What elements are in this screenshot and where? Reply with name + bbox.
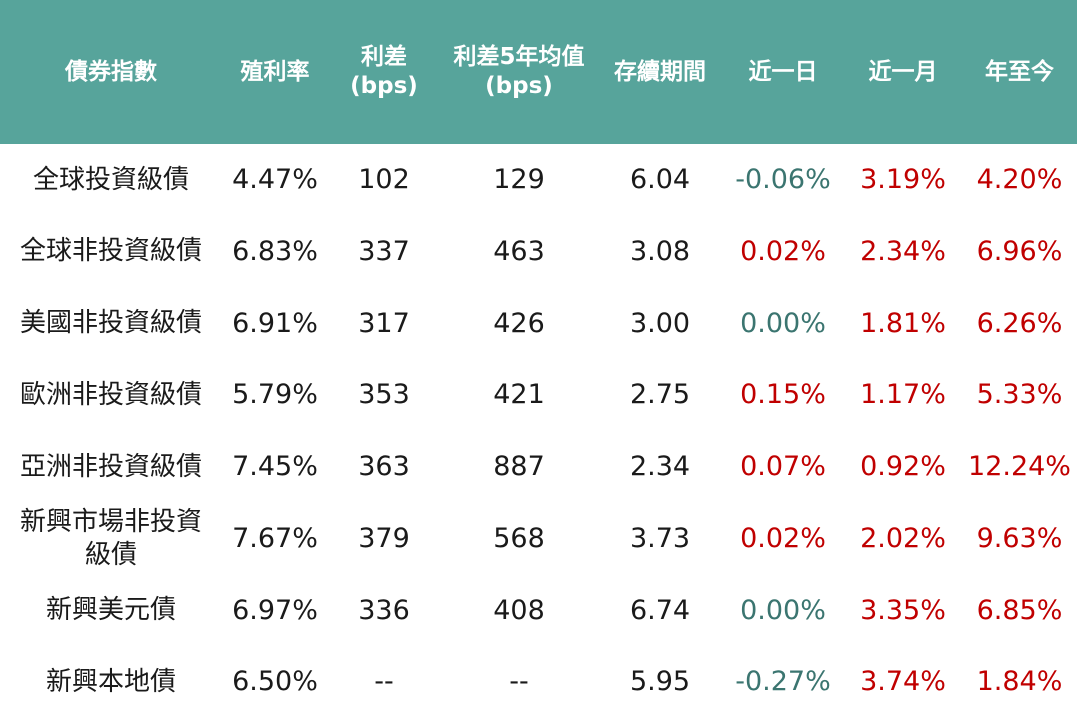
value-cell: 317 bbox=[358, 307, 410, 339]
value-cell: 0.02% bbox=[740, 235, 826, 267]
col-header-spread-bps: 利差(bps) bbox=[350, 44, 418, 99]
col-header-duration: 存續期間 bbox=[614, 58, 706, 85]
value-cell: 12.24% bbox=[968, 451, 1071, 482]
value-cell: 102 bbox=[358, 164, 410, 195]
value-cell: 0.15% bbox=[740, 379, 826, 411]
value-cell: 3.74% bbox=[860, 666, 946, 698]
value-cell: 6.91% bbox=[232, 307, 318, 339]
value-cell: 6.50% bbox=[232, 666, 318, 698]
value-cell: 353 bbox=[358, 379, 410, 411]
value-cell: 3.73 bbox=[629, 522, 691, 554]
col-header-ytd-change: 年至今 bbox=[985, 58, 1054, 85]
value-cell: 408 bbox=[493, 594, 545, 626]
value-cell: 6.85% bbox=[976, 594, 1063, 626]
table-header: 債券指數 殖利率 利差(bps) 利差5年均值 (bps) 存續期間 近一日 近… bbox=[0, 0, 1077, 144]
value-cell: 129 bbox=[493, 164, 545, 195]
value-cell: 3.35% bbox=[860, 594, 946, 626]
value-cell: -0.06% bbox=[735, 164, 831, 195]
value-cell: 5.95 bbox=[629, 666, 691, 698]
index-name-cell: 歐洲非投資級債 bbox=[19, 379, 202, 410]
value-cell: 6.96% bbox=[976, 235, 1063, 267]
value-cell: 0.00% bbox=[740, 594, 826, 626]
value-cell: 421 bbox=[493, 379, 545, 411]
value-cell: 2.34 bbox=[629, 451, 691, 482]
value-cell: -- bbox=[509, 666, 529, 698]
index-name-cell: 全球投資級債 bbox=[32, 164, 189, 195]
value-cell: 6.97% bbox=[232, 594, 318, 626]
value-cell: 0.92% bbox=[860, 451, 946, 482]
index-name-cell: 新興本地債 bbox=[45, 666, 176, 697]
value-cell: 337 bbox=[358, 235, 410, 267]
value-cell: 887 bbox=[493, 451, 545, 482]
value-cell: 0.02% bbox=[740, 522, 826, 554]
table-header-row: 債券指數 殖利率 利差(bps) 利差5年均值 (bps) 存續期間 近一日 近… bbox=[0, 0, 1077, 144]
value-cell: 463 bbox=[493, 235, 545, 267]
value-cell: 1.81% bbox=[860, 307, 946, 339]
value-cell: 379 bbox=[358, 522, 410, 554]
index-name-cell: 全球非投資級債 bbox=[19, 236, 202, 267]
table-row: 全球投資級債 4.47% 102 129 6.04 -0.06% 3.19% 4.20% bbox=[0, 144, 1077, 216]
value-cell: 3.19% bbox=[860, 164, 946, 195]
index-name-cell: 新興市場非投資級債 bbox=[19, 507, 202, 570]
value-cell: 5.33% bbox=[976, 379, 1063, 411]
col-header-1d-change: 近一日 bbox=[748, 58, 818, 85]
col-header-spread-5y-avg-bps: 利差5年均值 (bps) bbox=[453, 44, 585, 99]
value-cell: 0.00% bbox=[740, 307, 826, 339]
value-cell: 6.74 bbox=[629, 594, 691, 626]
index-name-cell: 亞洲非投資級債 bbox=[19, 451, 202, 482]
value-cell: 568 bbox=[493, 522, 545, 554]
table-row: 新興美元債 6.97% 336 408 6.74 0.00% 3.35% 6.85% bbox=[0, 575, 1077, 647]
value-cell: -0.27% bbox=[735, 666, 831, 698]
value-cell: 7.45% bbox=[232, 451, 318, 482]
table-body: 全球投資級債 4.47% 102 129 6.04 -0.06% 3.19% 4.20% 全球非… bbox=[0, 144, 1077, 718]
col-header-1m-change: 近一月 bbox=[868, 58, 938, 85]
table-row: 亞洲非投資級債 7.45% 363 887 2.34 0.07% 0.92% 12.24% bbox=[0, 431, 1077, 503]
value-cell: 2.75 bbox=[629, 379, 691, 411]
table-row: 新興本地債 6.50% -- -- 5.95 -0.27% 3.74% 1.84% bbox=[0, 646, 1077, 718]
value-cell: 4.47% bbox=[232, 164, 318, 195]
value-cell: -- bbox=[374, 666, 394, 698]
value-cell: 7.67% bbox=[232, 522, 318, 554]
table-row: 全球非投資級債 6.83% 337 463 3.08 0.02% 2.34% 6.96% bbox=[0, 216, 1077, 288]
col-header-bond-index: 債券指數 bbox=[65, 58, 157, 85]
table-row: 歐洲非投資級債 5.79% 353 421 2.75 0.15% 1.17% 5.33% bbox=[0, 359, 1077, 431]
value-cell: 5.79% bbox=[232, 379, 318, 411]
value-cell: 6.04 bbox=[629, 164, 691, 195]
value-cell: 0.07% bbox=[740, 451, 826, 482]
value-cell: 363 bbox=[358, 451, 410, 482]
value-cell: 3.00 bbox=[629, 307, 691, 339]
value-cell: 4.20% bbox=[976, 164, 1063, 195]
value-cell: 2.34% bbox=[860, 235, 946, 267]
value-cell: 6.83% bbox=[232, 235, 318, 267]
index-name-cell: 美國非投資級債 bbox=[19, 308, 202, 339]
value-cell: 336 bbox=[358, 594, 410, 626]
value-cell: 9.63% bbox=[976, 522, 1063, 554]
value-cell: 2.02% bbox=[860, 522, 946, 554]
value-cell: 1.17% bbox=[860, 379, 946, 411]
value-cell: 3.08 bbox=[629, 235, 691, 267]
index-name-cell: 新興美元債 bbox=[45, 595, 176, 626]
value-cell: 1.84% bbox=[976, 666, 1063, 698]
value-cell: 426 bbox=[493, 307, 545, 339]
value-cell: 6.26% bbox=[976, 307, 1063, 339]
table-row: 美國非投資級債 6.91% 317 426 3.00 0.00% 1.81% 6.26% bbox=[0, 288, 1077, 360]
col-header-yield: 殖利率 bbox=[240, 58, 310, 85]
table-row: 新興市場非投資級債 7.67% 379 568 3.73 0.02% 2.02% 9.63% bbox=[0, 503, 1077, 575]
